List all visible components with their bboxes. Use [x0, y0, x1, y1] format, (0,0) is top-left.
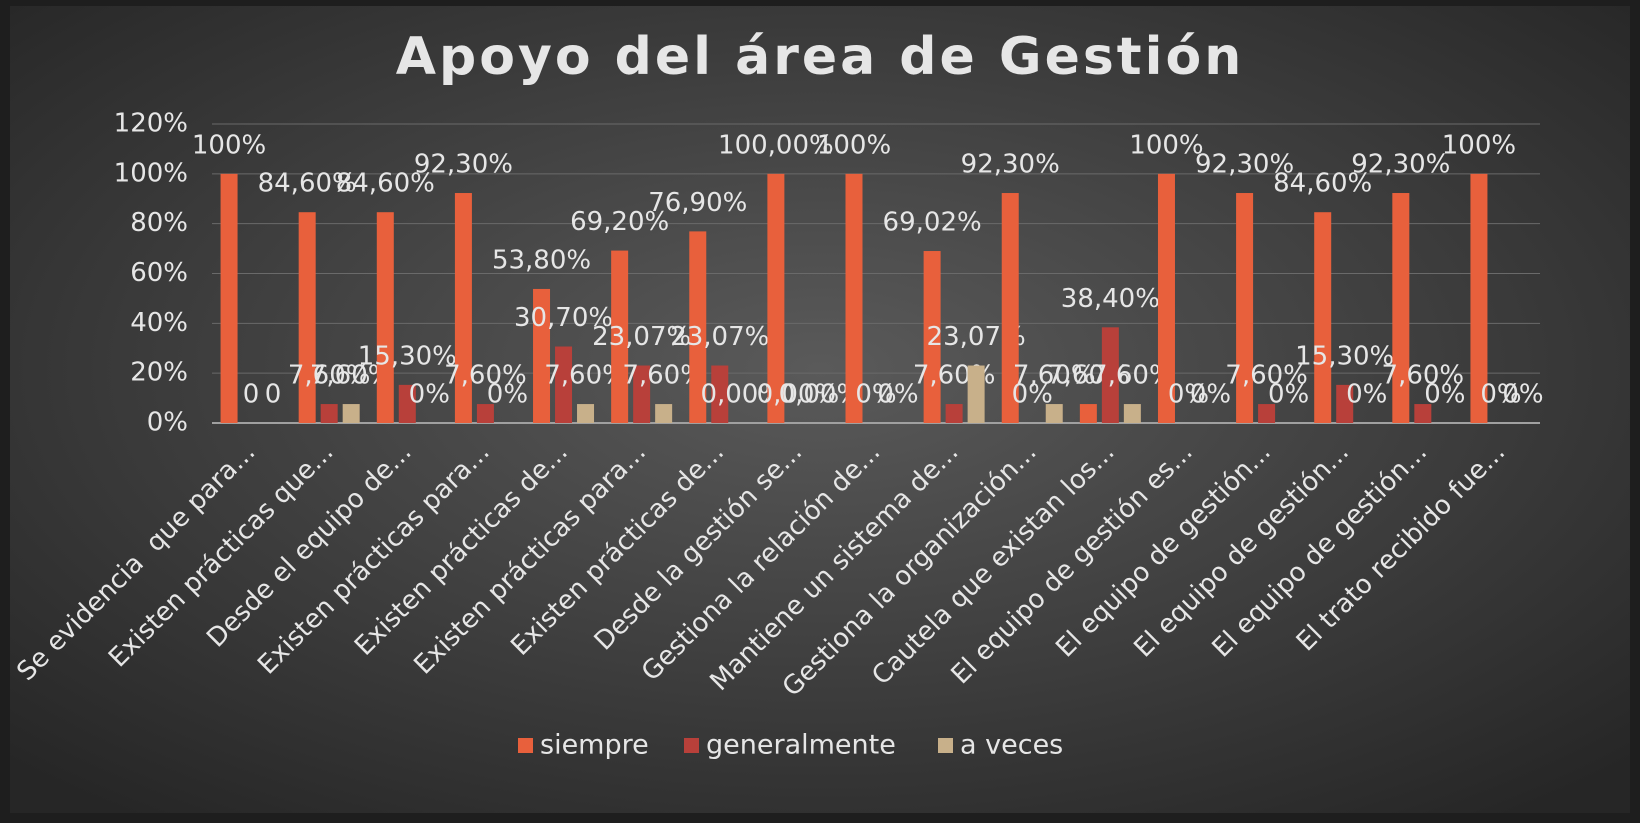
- data-label: 69,02%: [883, 208, 982, 238]
- bar: [1101, 327, 1119, 423]
- legend-label: siempre: [540, 730, 649, 761]
- data-label: 30,70%: [514, 303, 613, 333]
- data-label: 84,60%: [1273, 169, 1372, 199]
- data-label: 0%: [1268, 380, 1309, 410]
- data-label: 0%: [1168, 380, 1209, 410]
- data-label: 92,30%: [1195, 150, 1294, 180]
- bar: [1258, 404, 1276, 423]
- data-label: 0%: [487, 380, 528, 410]
- data-label: 7,60%: [444, 361, 527, 391]
- bar: [655, 404, 673, 423]
- legend-label: a veces: [960, 730, 1063, 761]
- data-label: 0,00%: [757, 380, 840, 410]
- data-label: 38,40%: [1061, 284, 1160, 314]
- data-label: 76,90%: [648, 188, 747, 218]
- data-label: 23,07%: [670, 322, 769, 352]
- bar: [1236, 193, 1254, 423]
- y-tick-label: 40%: [130, 308, 188, 338]
- data-label: 23,07%: [592, 322, 691, 352]
- data-label: 0%: [877, 380, 918, 410]
- data-label: 0: [243, 380, 260, 410]
- data-label: 0%: [1480, 380, 1521, 410]
- legend-swatch: [684, 738, 699, 753]
- bar: [342, 404, 360, 423]
- data-label: 15,30%: [358, 341, 457, 371]
- bar: [1414, 404, 1432, 423]
- y-tick-label: 20%: [130, 358, 188, 388]
- y-tick-label: 100%: [114, 158, 188, 188]
- bar: [689, 231, 707, 423]
- data-label: 7,60%: [1225, 361, 1308, 391]
- data-label: 0: [265, 380, 282, 410]
- data-label: 0%: [855, 380, 896, 410]
- bar: [1001, 193, 1019, 423]
- data-label: 0%: [1190, 380, 1231, 410]
- chart-title: Apoyo del área de Gestión: [396, 27, 1244, 87]
- bar: [923, 251, 941, 423]
- bar: [611, 250, 629, 423]
- bar: [1392, 193, 1410, 423]
- data-label: 15,30%: [1295, 341, 1394, 371]
- bar: [711, 365, 729, 423]
- data-label: 100%: [1129, 130, 1203, 160]
- bar: [1336, 384, 1354, 423]
- bar: [1314, 212, 1332, 423]
- bar: [767, 173, 785, 423]
- bar: [555, 346, 573, 423]
- y-tick-label: 80%: [130, 208, 188, 238]
- data-label: 69,20%: [570, 207, 669, 237]
- bar: [967, 365, 985, 423]
- bar: [533, 288, 551, 423]
- bar: [945, 404, 963, 423]
- data-label: 7,60%: [1013, 361, 1096, 391]
- bar: [220, 173, 238, 423]
- data-label: 100%: [817, 130, 891, 160]
- data-label: 0%: [409, 380, 450, 410]
- legend-label: generalmente: [706, 730, 896, 761]
- data-label: 92,30%: [961, 150, 1060, 180]
- y-tick-label: 120%: [114, 109, 188, 139]
- bar: [1045, 404, 1063, 423]
- data-label: 92,30%: [414, 150, 513, 180]
- data-label: 92,30%: [1351, 150, 1450, 180]
- y-tick-label: 0%: [147, 408, 188, 438]
- bar: [1123, 404, 1141, 423]
- bar: [320, 404, 338, 423]
- legend-swatch: [518, 738, 533, 753]
- bar: [1079, 404, 1097, 423]
- bar: [476, 404, 494, 423]
- data-label: 7,60%: [1382, 361, 1465, 391]
- legend-swatch: [938, 738, 953, 753]
- data-label: 100%: [192, 130, 266, 160]
- data-label: 0%: [1424, 380, 1465, 410]
- data-label: 84,60%: [258, 169, 357, 199]
- data-label: 0%: [1502, 380, 1543, 410]
- bar: [398, 384, 416, 423]
- data-label: 100,00%: [718, 130, 834, 160]
- chart-background: [10, 6, 1630, 813]
- bar: [577, 404, 595, 423]
- data-label: 84,60%: [336, 169, 435, 199]
- bar: [1470, 173, 1488, 423]
- data-label: 7,60%: [288, 361, 371, 391]
- bar: [298, 212, 316, 423]
- bar: [1157, 173, 1175, 423]
- y-tick-label: 60%: [130, 258, 188, 288]
- data-label: 53,80%: [492, 245, 591, 275]
- bar: [376, 212, 394, 423]
- bar: [845, 173, 863, 423]
- data-label: 0%: [1346, 380, 1387, 410]
- bar: [633, 365, 651, 423]
- bar: [454, 193, 472, 423]
- data-label: 100%: [1442, 130, 1516, 160]
